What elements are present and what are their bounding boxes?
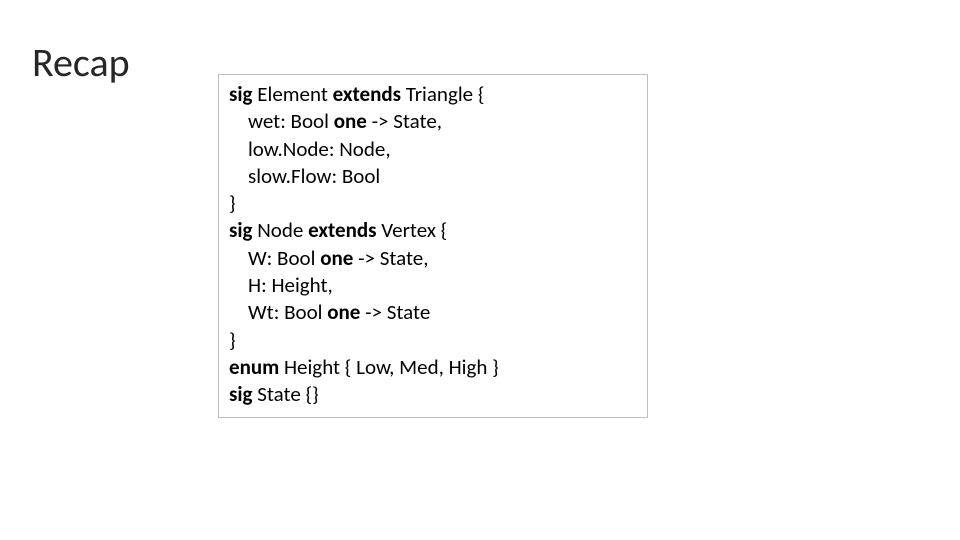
code-keyword: one — [320, 245, 353, 271]
code-line: } — [229, 190, 637, 217]
code-line: H: Height, — [229, 272, 637, 299]
code-keyword: one — [334, 108, 367, 134]
code-keyword: sig — [229, 217, 253, 243]
code-text: -> State, — [367, 108, 442, 134]
code-line: sig State {} — [229, 381, 637, 408]
code-text: -> State — [360, 299, 430, 325]
code-line: enum Height { Low, Med, High } — [229, 354, 637, 381]
code-line: Wt: Bool one -> State — [229, 299, 637, 326]
code-line: wet: Bool one -> State, — [229, 108, 637, 135]
code-text: Triangle { — [401, 81, 484, 107]
code-line: sig Element extends Triangle { — [229, 81, 637, 108]
code-text: } — [229, 190, 236, 216]
code-text: low.Node: Node, — [229, 136, 391, 162]
code-text: State {} — [253, 381, 319, 407]
code-keyword: one — [327, 299, 360, 325]
code-keyword: enum — [229, 354, 279, 380]
code-text: Height { Low, Med, High } — [279, 354, 499, 380]
code-text: H: Height, — [229, 272, 333, 298]
code-keyword: sig — [229, 381, 253, 407]
code-text: wet: Bool — [229, 108, 334, 134]
code-text: Vertex { — [377, 217, 448, 243]
code-text: } — [229, 327, 236, 353]
code-keyword: extends — [333, 81, 401, 107]
code-keyword: extends — [308, 217, 376, 243]
slide-title: Recap — [32, 38, 130, 87]
code-text: slow.Flow: Bool — [229, 163, 380, 189]
code-keyword: sig — [229, 81, 253, 107]
slide: Recap sig Element extends Triangle { wet… — [0, 0, 960, 540]
code-line: slow.Flow: Bool — [229, 163, 637, 190]
code-line: W: Bool one -> State, — [229, 245, 637, 272]
code-box: sig Element extends Triangle { wet: Bool… — [218, 74, 648, 418]
code-line: sig Node extends Vertex { — [229, 217, 637, 244]
code-text: Wt: Bool — [229, 299, 327, 325]
code-line: low.Node: Node, — [229, 136, 637, 163]
code-line: } — [229, 327, 637, 354]
code-text: Element — [253, 81, 333, 107]
code-text: Node — [253, 217, 309, 243]
code-text: W: Bool — [229, 245, 320, 271]
code-text: -> State, — [353, 245, 428, 271]
